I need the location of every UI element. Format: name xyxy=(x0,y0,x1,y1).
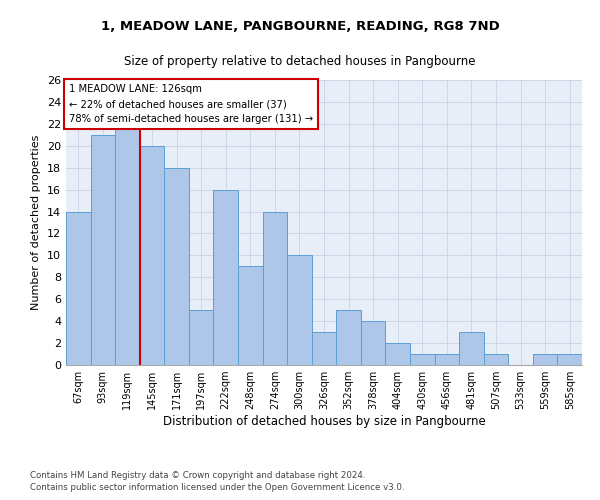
Bar xyxy=(214,190,238,365)
Bar xyxy=(361,321,385,365)
Bar xyxy=(164,168,189,365)
Bar xyxy=(66,212,91,365)
Bar xyxy=(484,354,508,365)
Text: Size of property relative to detached houses in Pangbourne: Size of property relative to detached ho… xyxy=(124,55,476,68)
Bar xyxy=(263,212,287,365)
Bar xyxy=(410,354,434,365)
Bar xyxy=(312,332,336,365)
Text: 1, MEADOW LANE, PANGBOURNE, READING, RG8 7ND: 1, MEADOW LANE, PANGBOURNE, READING, RG8… xyxy=(101,20,499,33)
X-axis label: Distribution of detached houses by size in Pangbourne: Distribution of detached houses by size … xyxy=(163,415,485,428)
Text: 1 MEADOW LANE: 126sqm
← 22% of detached houses are smaller (37)
78% of semi-deta: 1 MEADOW LANE: 126sqm ← 22% of detached … xyxy=(68,84,313,124)
Bar xyxy=(434,354,459,365)
Text: Contains public sector information licensed under the Open Government Licence v3: Contains public sector information licen… xyxy=(30,484,404,492)
Bar xyxy=(189,310,214,365)
Bar xyxy=(287,256,312,365)
Bar xyxy=(533,354,557,365)
Bar xyxy=(557,354,582,365)
Bar xyxy=(91,135,115,365)
Text: Contains HM Land Registry data © Crown copyright and database right 2024.: Contains HM Land Registry data © Crown c… xyxy=(30,471,365,480)
Bar xyxy=(115,124,140,365)
Bar xyxy=(238,266,263,365)
Bar xyxy=(336,310,361,365)
Bar xyxy=(459,332,484,365)
Y-axis label: Number of detached properties: Number of detached properties xyxy=(31,135,41,310)
Bar xyxy=(385,343,410,365)
Bar xyxy=(140,146,164,365)
